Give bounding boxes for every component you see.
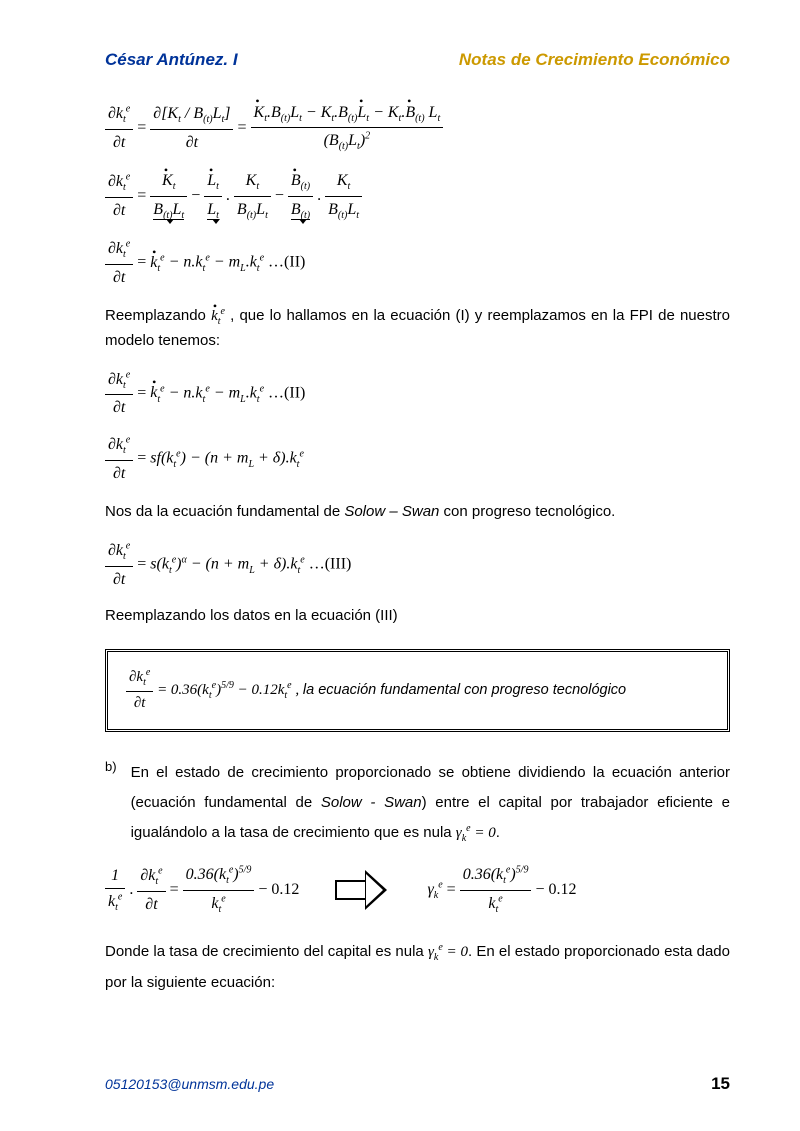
author-name: César Antúnez. I <box>105 48 238 73</box>
p2-a: Nos da la ecuación fundamental de <box>105 503 344 520</box>
item-b-text: En el estado de crecimiento proporcionad… <box>131 758 730 849</box>
equation-4: ∂kte∂t = kte − n.kte − mL.kte …(II) <box>105 368 730 420</box>
paragraph-4: Donde la tasa de crecimiento del capital… <box>105 937 730 998</box>
equation-7-row: 1kte . ∂kte∂t = 0.36(kte)5/9kte − 0.12 γ… <box>105 863 730 917</box>
page-footer: 05120153@unmsm.edu.pe 15 <box>105 1072 730 1097</box>
paragraph-solow: Nos da la ecuación fundamental de Solow … <box>105 501 730 523</box>
boxed-equation: ∂kte∂t = 0.36(kte)5/9 − 0.12kte , la ecu… <box>105 649 730 732</box>
solow-label: Solow – Swan <box>344 503 439 520</box>
arrow-icon <box>335 870 391 910</box>
p2-b: con progreso tecnológico. <box>439 503 615 520</box>
equation-2: ∂kte∂t = KtB(t)Lt − LtLt . KtB(t)Lt − B(… <box>105 169 730 223</box>
page-header: César Antúnez. I Notas de Crecimiento Ec… <box>105 48 730 73</box>
equation-5: ∂kte∂t = sf(kte) − (n + mL + δ).kte <box>105 433 730 485</box>
doc-title: Notas de Crecimiento Económico <box>459 48 730 73</box>
paragraph-reemplazando-datos: Reemplazando los datos en la ecuación (I… <box>105 605 730 627</box>
equation-6: ∂kte∂t = s(kte)α − (n + mL + δ).kte …(II… <box>105 539 730 591</box>
equation-3: ∂kte∂t = kte − n.kte − mL.kte …(II) <box>105 237 730 289</box>
page-number: 15 <box>711 1072 730 1097</box>
item-b-label: b) <box>105 758 117 849</box>
item-b: b) En el estado de crecimiento proporcio… <box>105 758 730 849</box>
footer-email: 05120153@unmsm.edu.pe <box>105 1074 274 1094</box>
box-desc: la ecuación fundamental con progreso tec… <box>303 682 626 698</box>
paragraph-reemplazando: Reemplazando kte , que lo hallamos en la… <box>105 305 730 351</box>
equation-1: ∂kte∂t = ∂[Kt / B(t)Lt]∂t = Kt.B(t)Lt − … <box>105 101 730 155</box>
